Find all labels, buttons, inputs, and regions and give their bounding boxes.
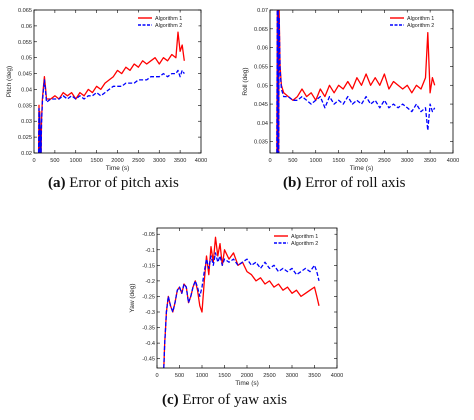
x-tick-label-b: 1000: [310, 158, 322, 164]
x-tick-label-c: 1000: [196, 373, 208, 379]
legend-label-b-1: Algorithm 1: [407, 16, 434, 22]
y-tick-label-b: 0.04: [257, 121, 268, 127]
x-tick-label-a: 2000: [111, 158, 123, 164]
y-tick-label-a: 0.045: [18, 72, 32, 78]
series-line-b-2: [276, 10, 436, 153]
y-tick-label-c: -0.1: [145, 248, 155, 254]
y-tick-label-a: 0.025: [18, 135, 32, 141]
x-tick-label-c: 1500: [218, 373, 230, 379]
series-line-c-2: [163, 252, 320, 368]
series-line-a-1: [37, 31, 185, 153]
y-tick-label-b: 0.07: [257, 8, 268, 14]
y-axis-label-a: Pitch (deg): [6, 66, 13, 97]
y-tick-label-b: 0.055: [254, 64, 268, 70]
y-axis-label-b: Roll (deg): [242, 67, 249, 95]
y-tick-label-c: -0.2: [145, 279, 155, 285]
legend-label-a-2: Algorithm 2: [155, 23, 182, 29]
legend-box-a: [135, 12, 199, 31]
caption-c-text: Error of yaw axis: [182, 392, 287, 408]
legend-label-c-1: Algorithm 1: [291, 234, 318, 240]
plot-frame-c: [156, 227, 338, 369]
caption-b: (b) Error of roll axis: [283, 175, 405, 192]
caption-a-text: Error of pitch axis: [69, 175, 179, 191]
caption-a: (a) Error of pitch axis: [48, 175, 179, 192]
x-tick-label-c: 2000: [241, 373, 253, 379]
chart-panel-a: 0 500 1000 1500 2000 2500 3000 3500 4000 0.02 0.02…: [6, 8, 207, 172]
y-tick-label-b: 0.065: [254, 27, 268, 33]
legend-box-b: [387, 12, 451, 31]
x-tick-label-b: 2000: [355, 158, 367, 164]
y-tick-label-b: 0.05: [257, 83, 268, 89]
x-tick-label-a: 3000: [153, 158, 165, 164]
x-tick-label-c: 3500: [308, 373, 320, 379]
y-tick-label-a: 0.055: [18, 40, 32, 46]
x-tick-label-c: 4000: [331, 373, 343, 379]
x-tick-label-c: 500: [175, 373, 184, 379]
legend-label-b-2: Algorithm 2: [407, 23, 434, 29]
x-axis-label-a: Time (s): [106, 165, 130, 172]
legend-label-c-2: Algorithm 2: [291, 241, 318, 247]
y-tick-label-a: 0.035: [18, 103, 32, 109]
series-line-c-1: [163, 236, 320, 368]
x-tick-label-c: 0: [155, 373, 158, 379]
chart-panel-b: 0 500 1000 1500 2000 2500 3000 3500 4000 0.035 0.0…: [242, 8, 459, 172]
x-tick-label-b: 4000: [447, 158, 459, 164]
x-tick-label-b: 2500: [378, 158, 390, 164]
caption-c: (c) Error of yaw axis: [162, 392, 287, 409]
y-tick-label-c: -0.35: [142, 326, 155, 332]
series-line-a-2: [37, 69, 185, 153]
caption-b-text: Error of roll axis: [305, 175, 406, 191]
x-tick-label-a: 3500: [174, 158, 186, 164]
x-tick-label-b: 0: [268, 158, 271, 164]
x-tick-label-a: 1000: [70, 158, 82, 164]
caption-b-tag: (b): [283, 175, 302, 191]
x-tick-label-a: 0: [32, 158, 35, 164]
y-tick-label-a: 0.03: [21, 119, 32, 125]
x-tick-label-c: 2500: [263, 373, 275, 379]
plot-frame-b: [269, 9, 454, 154]
y-tick-label-b: 0.045: [254, 102, 268, 108]
y-axis-label-c: Yaw (deg): [129, 283, 136, 312]
x-tick-label-a: 2500: [132, 158, 144, 164]
y-tick-label-b: 0.06: [257, 46, 268, 52]
y-tick-label-c: -0.4: [145, 341, 155, 347]
series-line-b-1: [276, 10, 436, 153]
x-tick-label-c: 3000: [286, 373, 298, 379]
y-tick-label-c: -0.3: [145, 310, 155, 316]
y-tick-label-c: -0.15: [142, 263, 155, 269]
y-tick-label-b: 0.035: [254, 140, 268, 146]
caption-a-tag: (a): [48, 175, 66, 191]
y-tick-label-c: -0.25: [142, 294, 155, 300]
y-tick-label-c: -0.45: [142, 357, 155, 363]
x-tick-label-a: 4000: [195, 158, 207, 164]
x-tick-label-a: 500: [50, 158, 59, 164]
x-tick-label-b: 1500: [332, 158, 344, 164]
y-tick-label-a: 0.06: [21, 24, 32, 30]
y-tick-label-a: 0.02: [21, 151, 32, 157]
x-tick-label-b: 500: [288, 158, 297, 164]
x-axis-label-c: Time (s): [235, 380, 259, 387]
x-tick-label-b: 3500: [424, 158, 436, 164]
caption-c-tag: (c): [162, 392, 179, 408]
legend-label-a-1: Algorithm 1: [155, 16, 182, 22]
y-tick-label-c: -0.05: [142, 232, 155, 238]
y-tick-label-a: 0.04: [21, 87, 32, 93]
x-tick-label-a: 1500: [90, 158, 102, 164]
x-axis-label-b: Time (s): [350, 165, 374, 172]
chart-panel-c: 0 500 1000 1500 2000 2500 3000 3500 4000 -0.45 -0.…: [129, 227, 343, 387]
y-tick-label-a: 0.05: [21, 56, 32, 62]
legend-box-c: [271, 230, 335, 249]
y-tick-label-a: 0.065: [18, 8, 32, 14]
x-tick-label-b: 3000: [401, 158, 413, 164]
plot-frame-a: [33, 9, 202, 154]
